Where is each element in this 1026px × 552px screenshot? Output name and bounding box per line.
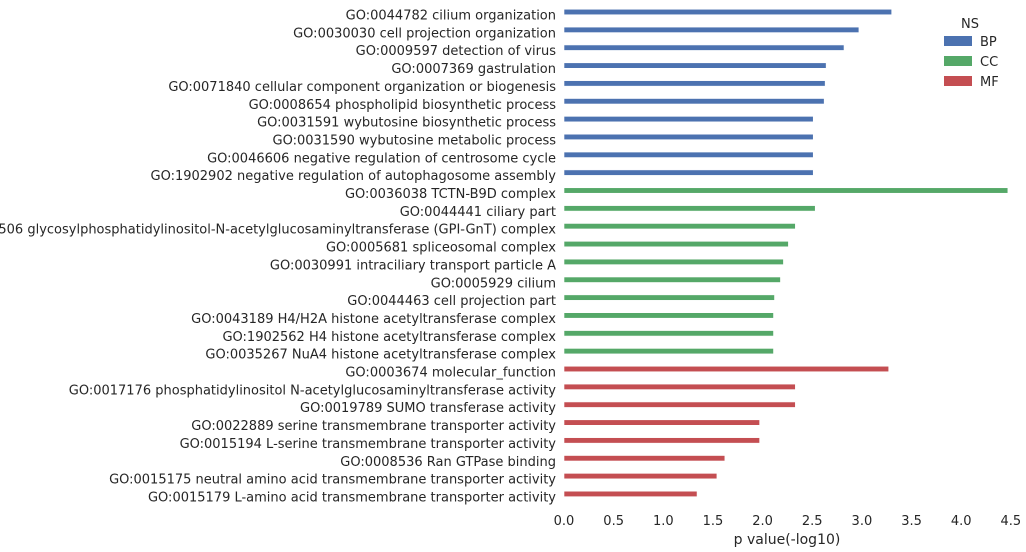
- category-label: GO:0030030 cell projection organization: [293, 26, 556, 41]
- category-label: GO:0071840 cellular component organizati…: [168, 80, 556, 95]
- category-label: GO:0007369 gastrulation: [391, 62, 556, 77]
- bar-bp: [563, 169, 814, 176]
- category-label: GO:0031591 wybutosine biosynthetic proce…: [257, 116, 556, 131]
- bar-bp: [563, 133, 814, 140]
- bar-mf: [563, 455, 726, 462]
- category-label: GO:0009597 detection of virus: [356, 44, 557, 59]
- category-label: GO:0019789 SUMO transferase activity: [300, 401, 556, 416]
- bar-cc: [563, 330, 774, 337]
- bar-cc: [563, 348, 774, 355]
- category-label: GO:0022889 serine transmembrane transpor…: [191, 419, 556, 434]
- legend-swatch-bp: [944, 36, 972, 46]
- bar-bp: [563, 98, 825, 105]
- legend-entries: BP CC MF: [944, 35, 999, 90]
- category-label: GO:0044463 cell projection part: [347, 294, 556, 309]
- x-tick-label: 1.5: [703, 514, 724, 529]
- category-label: GO:0005929 cilium: [431, 276, 556, 291]
- category-label: GO:0031590 wybutosine metabolic process: [273, 133, 557, 148]
- bar-bp: [563, 116, 814, 123]
- x-tick-label: 3.0: [852, 514, 873, 529]
- bar-bp: [563, 80, 826, 87]
- category-label: GO:0035267 NuA4 histone acetyltransferas…: [205, 348, 556, 363]
- category-label: GO:0030991 intraciliary transport partic…: [270, 258, 556, 273]
- category-label: GO:0015179 L-amino acid transmembrane tr…: [148, 490, 556, 505]
- legend-title: NS: [961, 17, 979, 32]
- x-tick-label: 4.5: [1001, 514, 1022, 529]
- category-label: GO:0015194 L-serine transmembrane transp…: [180, 437, 557, 452]
- x-tick-label: 2.5: [802, 514, 823, 529]
- bar-mf: [563, 490, 698, 498]
- bar-mf: [563, 401, 796, 408]
- bar-cc: [563, 223, 796, 230]
- legend-swatch-mf: [944, 76, 972, 86]
- bar-mf: [563, 383, 796, 390]
- bar-bp: [563, 8, 892, 16]
- category-label: GO:0017176 phosphatidylinositol N-acetyl…: [69, 383, 557, 398]
- bar-cc: [563, 276, 781, 283]
- x-tick-labels: 0.0 0.5 1.0 1.5 2.0 2.5 3.0 3.5 4.0 4.5: [554, 514, 1022, 529]
- legend-label-mf: MF: [980, 75, 999, 90]
- bar-cc: [563, 205, 816, 212]
- category-label: GO:0044441 ciliary part: [400, 205, 556, 220]
- bar-cc: [563, 258, 784, 265]
- bar-mf: [563, 473, 718, 480]
- x-tick-label: 1.0: [653, 514, 674, 529]
- category-label: GO:0008654 phospholipid biosynthetic pro…: [249, 98, 557, 113]
- category-label: GO:0044782 cilium organization: [346, 9, 556, 24]
- category-label: GO:1902562 H4 histone acetyltransferase …: [222, 330, 556, 345]
- bars-layer: [563, 8, 1009, 498]
- legend-label-cc: CC: [980, 55, 998, 70]
- x-tick-label: 2.0: [752, 514, 773, 529]
- category-label: GO:0046606 negative regulation of centro…: [207, 151, 556, 166]
- bar-bp: [563, 44, 845, 51]
- category-label: GO:0043189 H4/H2A histone acetyltransfer…: [191, 312, 556, 327]
- bar-mf: [563, 365, 890, 373]
- bar-bp: [563, 26, 860, 33]
- category-label: GO:0036038 TCTN-B9D complex: [345, 187, 556, 202]
- x-tick-label: 3.5: [901, 514, 922, 529]
- bar-bp: [563, 151, 814, 158]
- legend-swatch-cc: [944, 56, 972, 66]
- category-label: GO:0015175 neutral amino acid transmembr…: [109, 473, 556, 488]
- x-tick-label: 0.0: [554, 514, 575, 529]
- bar-cc: [563, 241, 789, 248]
- bar-cc: [563, 312, 774, 319]
- category-label: GO:0005681 spliceosomal complex: [326, 241, 556, 256]
- bar-cc: [563, 187, 1009, 194]
- x-axis-label: p value(-log10): [734, 532, 841, 548]
- bar-cc: [563, 294, 775, 301]
- bar-bp: [563, 62, 827, 69]
- bar-mf: [563, 419, 760, 426]
- legend: NS BP CC MF: [944, 17, 999, 90]
- category-label: GO:0000506 glycosylphosphatidylinositol-…: [0, 223, 556, 238]
- x-tick-label: 4.0: [951, 514, 972, 529]
- category-labels: GO:0044782 cilium organization GO:0030030…: [0, 9, 556, 506]
- category-label: GO:1902902 negative regulation of autoph…: [151, 169, 557, 184]
- legend-label-bp: BP: [980, 35, 997, 50]
- x-tick-label: 0.5: [603, 514, 624, 529]
- category-label: GO:0003674 molecular_function: [345, 366, 556, 381]
- bar-mf: [563, 437, 760, 444]
- category-label: GO:0008536 Ran GTPase binding: [340, 455, 556, 470]
